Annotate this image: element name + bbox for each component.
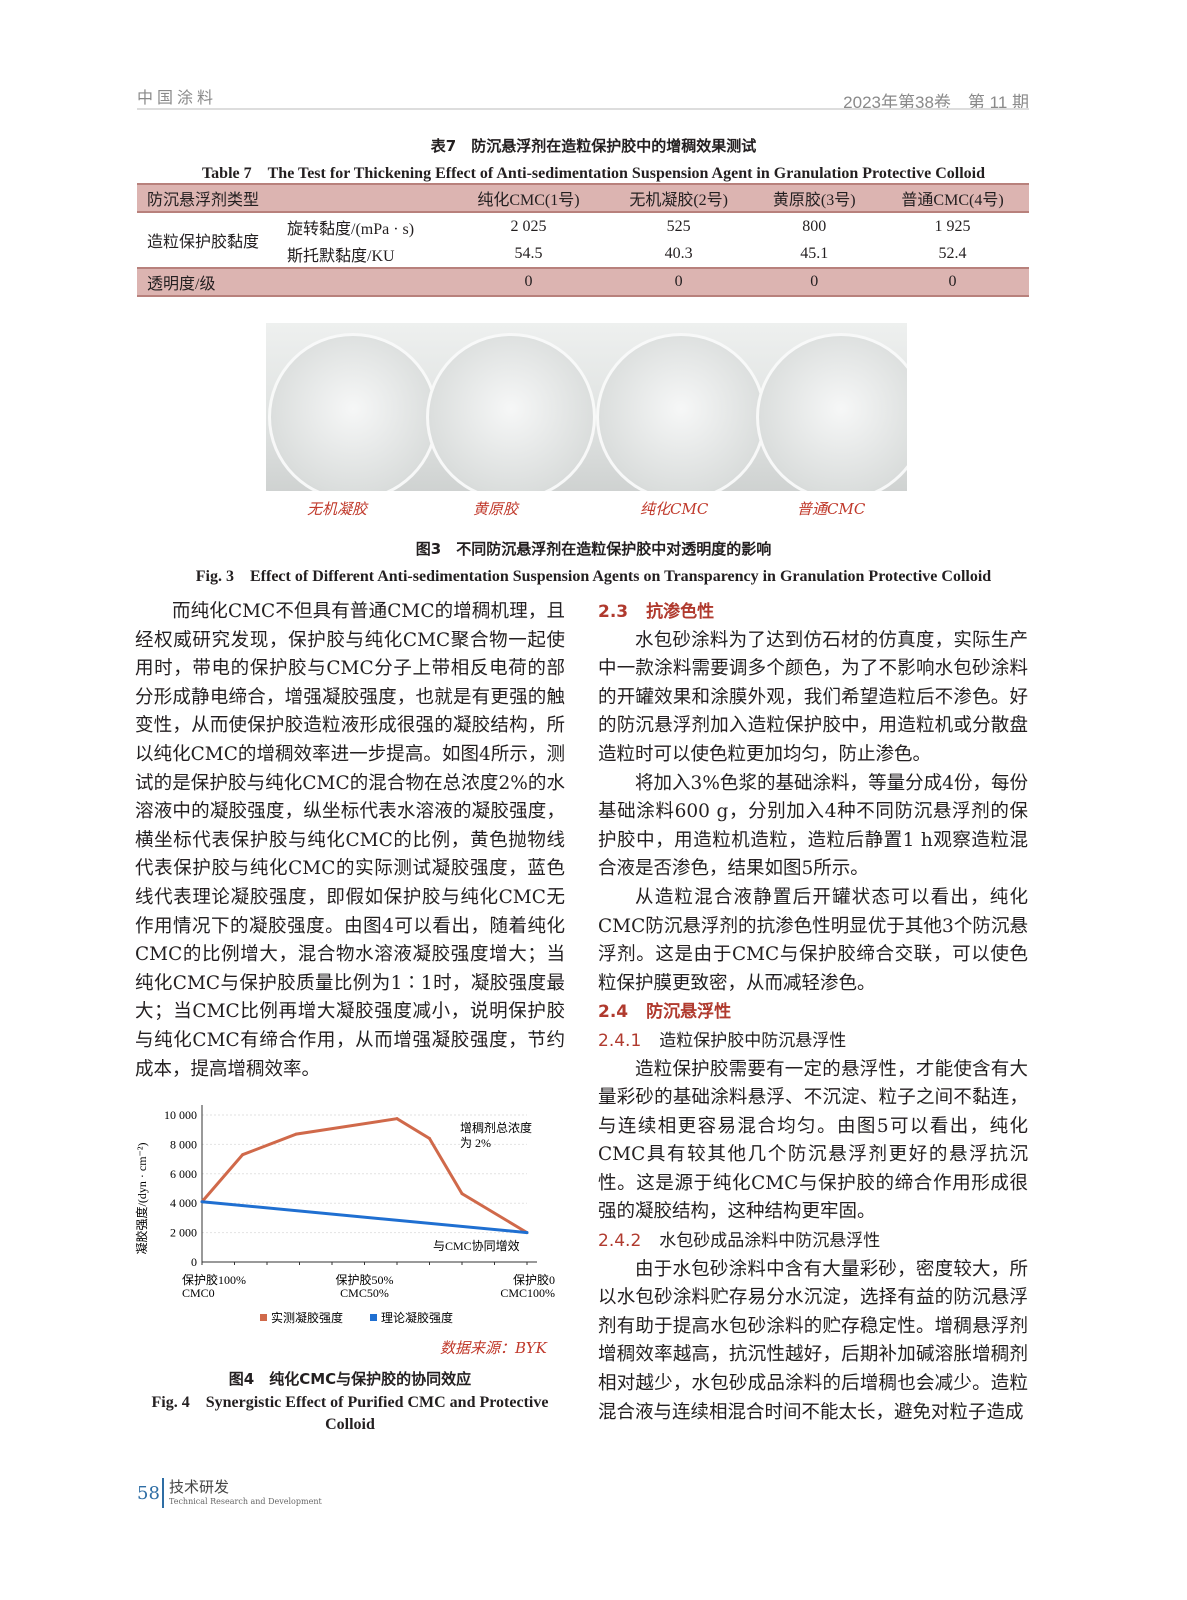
table-header-row: 防沉悬浮剂类型 纯化CMC(1号) 无机凝胶(2号) 黄原胶(3号) 普通CMC… — [137, 184, 1029, 212]
section-2-4-heading: 2.4 防沉悬浮性 — [598, 998, 1028, 1027]
table7-caption-cn: 表7 防沉悬浮剂在造粒保护胶中的增稠效果测试 — [430, 137, 757, 155]
x-tick-label: 保护胶0 — [513, 1272, 555, 1287]
figure4-chart: 0 2 000 4 000 6 000 8 000 10 000 保护胶100%CMC0 保护… — [134, 1105, 555, 1325]
table-cell: 0 — [752, 268, 877, 296]
photo-label: 纯化CMC — [640, 500, 709, 518]
section-title: 造粒保护胶中防沉悬浮性 — [659, 1030, 847, 1051]
data-point — [294, 1132, 298, 1136]
annotation: 为 2% — [460, 1136, 491, 1150]
figure3-caption-cn: 图3 不同防沉悬浮剂在造粒保护胶中对透明度的影响 — [415, 540, 772, 558]
section-number: 2.4 — [598, 1002, 629, 1023]
x-tick-label: CMC0 — [182, 1286, 215, 1300]
section-2-4-1-heading: 2.4.1 造粒保护胶中防沉悬浮性 — [598, 1027, 1028, 1056]
paragraph: 从造粒混合液静置后开罐状态可以看出，纯化CMC防沉悬浮剂的抗渗色性明显优于其他3… — [598, 886, 1028, 994]
section-2-4-2-heading: 2.4.2 水包砂成品涂料中防沉悬浮性 — [598, 1227, 1028, 1256]
data-point — [200, 1200, 204, 1204]
row-label: 透明度/级 — [137, 268, 452, 296]
figure4-caption-cn: 图4 纯化CMC与保护胶的协同效应 — [228, 1370, 472, 1388]
photo-label: 黄原胶 — [473, 500, 519, 518]
table-cell: 525 — [666, 217, 691, 235]
table-cell: 54.5 — [514, 244, 543, 262]
data-point — [460, 1192, 464, 1196]
table-header-cell: 黄原胶(3号) — [752, 184, 877, 212]
page-number: 58 — [137, 1483, 160, 1504]
section-number: 2.4.2 — [598, 1231, 642, 1252]
table-row: 斯托默黏度/KU 54.5 40.3 45.1 52.4 — [137, 240, 1029, 268]
y-tick-label: 4 000 — [170, 1196, 197, 1210]
figure3-caption-en: Fig. 3 Effect of Different Anti-sediment… — [195, 568, 992, 585]
beaker-image — [268, 333, 438, 491]
figure3-photo — [266, 323, 907, 491]
header-divider — [137, 108, 1029, 110]
section-number: 2.3 — [598, 602, 629, 622]
issue-info: 2023年第38卷 第 11 期 — [843, 93, 1029, 112]
footer-divider — [162, 1478, 164, 1508]
table-cell: 0 — [604, 268, 753, 296]
table7: 防沉悬浮剂类型 纯化CMC(1号) 无机凝胶(2号) 黄原胶(3号) 普通CMC… — [137, 183, 1029, 297]
y-tick-label: 2 000 — [170, 1226, 197, 1240]
y-tick-label: 6 000 — [170, 1167, 197, 1181]
data-point — [525, 1231, 529, 1235]
x-tick-label: 保护胶50% — [336, 1272, 394, 1287]
x-tick-label: 保护胶100% — [182, 1272, 246, 1287]
table-cell: 0 — [876, 268, 1029, 296]
paragraph: 由于水包砂涂料中含有大量彩砂，密度较大，所以水包砂涂料贮存易分水沉淀，选择有益的… — [598, 1258, 1028, 1423]
table-cell: 52.4 — [938, 244, 967, 262]
table-header-cell: 普通CMC(4号) — [876, 184, 1029, 212]
group-label: 造粒保护胶黏度 — [147, 234, 260, 251]
y-tick-label: 10 000 — [164, 1108, 197, 1122]
left-column: 而纯化CMC不但具有普通CMC的增稠机理，且经权威研究发现，保护胶与纯化CMC聚… — [135, 598, 565, 1084]
section-name-cn: 技术研发 — [169, 1478, 230, 1496]
paragraph: 造粒保护胶需要有一定的悬浮性，才能使含有大量彩砂的基础涂料悬浮、不沉淀、粒子之间… — [598, 1058, 1028, 1223]
table-cell: 1 925 — [934, 217, 971, 235]
table-header-cell: 防沉悬浮剂类型 — [137, 184, 452, 212]
table-cell: 45.1 — [800, 244, 829, 262]
row-label: 旋转黏度/(mPa · s) — [287, 220, 415, 238]
table-cell: 40.3 — [664, 244, 693, 262]
legend-label: 理论凝胶强度 — [381, 1310, 453, 1325]
annotation: 与CMC协同增效 — [433, 1238, 520, 1253]
paragraph: 而纯化CMC不但具有普通CMC的增稠机理，且经权威研究发现，保护胶与纯化CMC聚… — [135, 601, 565, 1080]
beaker-image — [596, 333, 766, 491]
journal-name: 中国涂料 — [137, 88, 218, 107]
x-tick-label: CMC100% — [500, 1286, 555, 1300]
x-tick-label: CMC50% — [340, 1286, 389, 1300]
legend-swatch — [370, 1314, 377, 1321]
beaker-image — [756, 333, 907, 491]
section-number: 2.4.1 — [598, 1030, 642, 1051]
table-cell: 2 025 — [510, 217, 547, 235]
table7-caption-en: Table 7 The Test for Thickening Effect o… — [201, 165, 986, 182]
row-label: 斯托默黏度/KU — [287, 247, 395, 265]
table-row: 透明度/级 0 0 0 0 — [137, 268, 1029, 296]
paragraph: 水包砂涂料为了达到仿石材的仿真度，实际生产中一款涂料需要调多个颜色，为了不影响水… — [598, 629, 1028, 765]
table-cell: 0 — [452, 268, 605, 296]
section-title: 水包砂成品涂料中防沉悬浮性 — [659, 1231, 881, 1252]
table-header-cell: 纯化CMC(1号) — [452, 184, 605, 212]
beaker-image — [426, 333, 596, 491]
right-column: 2.3 抗渗色性 水包砂涂料为了达到仿石材的仿真度，实际生产中一款涂料需要调多个颜… — [598, 598, 1028, 1427]
photo-label: 普通CMC — [797, 500, 866, 518]
data-point — [395, 1117, 399, 1121]
paragraph: 将加入3%色浆的基础涂料，等量分成4份，每份基础涂料600 g，分别加入4种不同… — [598, 772, 1028, 880]
table-row: 造粒保护胶黏度 旋转黏度/(mPa · s) 2 025 525 800 1 9… — [137, 212, 1029, 252]
y-tick-label: 8 000 — [170, 1137, 197, 1151]
data-point — [428, 1137, 431, 1141]
legend-label: 实测凝胶强度 — [271, 1310, 343, 1325]
data-source: 数据来源：BYK — [440, 1339, 547, 1357]
table-header-cell: 无机凝胶(2号) — [604, 184, 753, 212]
section-title: 抗渗色性 — [646, 602, 715, 622]
data-point — [241, 1153, 245, 1157]
legend-swatch — [260, 1314, 267, 1321]
section-2-3-heading: 2.3 抗渗色性 — [598, 598, 1028, 627]
figure4-caption-en: Fig. 4 Synergistic Effect of Purified CM… — [151, 1394, 549, 1433]
section-title: 防沉悬浮性 — [646, 1002, 732, 1023]
photo-label: 无机凝胶 — [307, 500, 368, 518]
table-cell: 800 — [802, 217, 827, 235]
y-tick-label: 0 — [191, 1255, 197, 1269]
y-axis-label: 凝胶强度/(dyn · cm⁻²) — [134, 1143, 149, 1255]
section-name-en: Technical Research and Development — [169, 1497, 322, 1506]
series-line-2 — [201, 1200, 528, 1235]
annotation: 增稠剂总浓度 — [460, 1120, 532, 1135]
